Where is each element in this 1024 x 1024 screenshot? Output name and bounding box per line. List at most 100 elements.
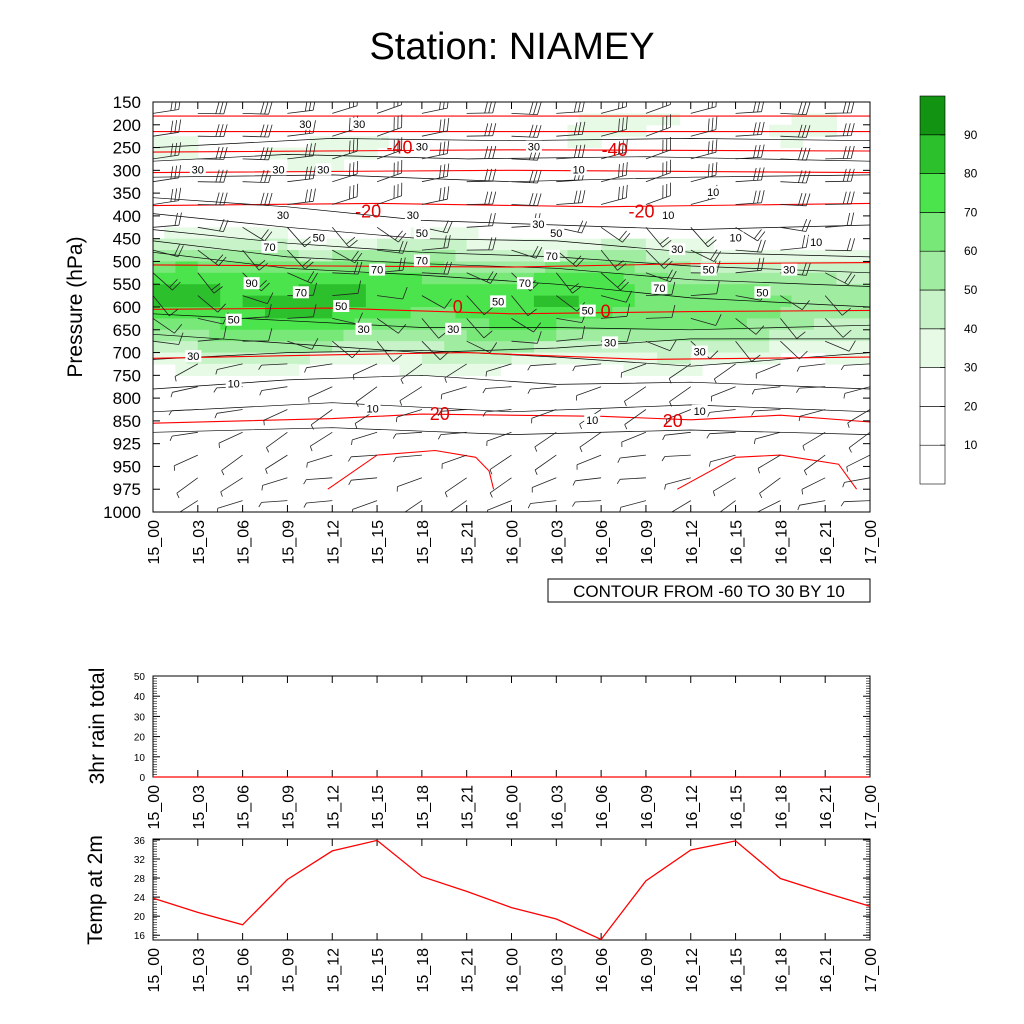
wind-barb bbox=[221, 454, 243, 476]
wind-barb bbox=[441, 454, 467, 469]
rh-cell bbox=[276, 295, 289, 308]
rh-cell bbox=[724, 284, 737, 297]
wind-barb bbox=[466, 271, 498, 284]
rh-cell bbox=[713, 307, 725, 319]
wind-barb bbox=[690, 314, 722, 326]
colorbar-label: 20 bbox=[964, 399, 978, 413]
temp-contour-line bbox=[327, 449, 495, 490]
rh-cell bbox=[545, 295, 557, 308]
rh-contour-label: 70 bbox=[546, 251, 558, 263]
rh-cell bbox=[164, 341, 176, 354]
rh-cell bbox=[668, 261, 681, 274]
wind-barb bbox=[466, 213, 496, 228]
x-tick-label: 15_15 bbox=[370, 785, 387, 830]
rh-cell bbox=[321, 250, 333, 263]
rh-cell bbox=[410, 318, 423, 331]
rh-cell bbox=[153, 284, 165, 297]
rh-cell bbox=[746, 250, 759, 263]
rh-cell bbox=[813, 250, 826, 263]
wind-barb bbox=[242, 292, 274, 304]
rh-cell bbox=[164, 318, 176, 331]
rh-cell bbox=[791, 261, 804, 274]
rh-cell bbox=[388, 307, 401, 319]
wind-barb bbox=[825, 191, 855, 205]
rh-cell bbox=[545, 318, 557, 331]
y-tick-label: 400 bbox=[113, 207, 141, 226]
rh-cell bbox=[645, 352, 658, 365]
rh-cell bbox=[746, 272, 759, 285]
rh-cell bbox=[253, 341, 266, 354]
rh-label-bg bbox=[660, 208, 677, 221]
rh-cell bbox=[253, 272, 266, 285]
rh-cell bbox=[556, 352, 569, 365]
rh-cell bbox=[713, 329, 725, 342]
rh-cell bbox=[623, 295, 636, 308]
rh-cell bbox=[780, 295, 793, 308]
rh-cell bbox=[209, 352, 221, 365]
rh-label-bg bbox=[275, 208, 291, 221]
rh-cell bbox=[321, 147, 333, 160]
rh-contour-line bbox=[153, 154, 870, 162]
rh-cell bbox=[265, 250, 277, 263]
rh-cell bbox=[511, 329, 524, 342]
rh-cell bbox=[197, 318, 210, 331]
rh-cell bbox=[197, 227, 210, 240]
rh-cell bbox=[769, 295, 781, 308]
temp-contour-label: -20 bbox=[628, 201, 654, 221]
rh-cell bbox=[668, 307, 681, 319]
colorbar-swatch bbox=[919, 173, 946, 213]
rh-cell bbox=[735, 272, 748, 285]
rh-cell bbox=[668, 295, 681, 308]
wind-barb bbox=[824, 318, 852, 338]
rh-cell bbox=[679, 307, 692, 319]
wind-barb bbox=[662, 431, 691, 441]
rh-cell bbox=[377, 318, 389, 331]
x-tick-label: 16_12 bbox=[684, 785, 701, 830]
y-tick-label: 36 bbox=[134, 836, 146, 847]
rh-cell bbox=[399, 329, 412, 342]
x-tick-label: 16_06 bbox=[594, 948, 611, 993]
wind-barb bbox=[258, 500, 288, 508]
wind-barb bbox=[690, 227, 717, 248]
rh-cell bbox=[332, 352, 345, 365]
y-tick-label: 700 bbox=[113, 344, 141, 363]
rh-cell bbox=[433, 318, 445, 331]
rh-cell bbox=[645, 113, 658, 126]
rh-contour-label: 10 bbox=[707, 187, 719, 199]
wind-barb bbox=[825, 238, 855, 252]
rh-cell bbox=[780, 318, 793, 331]
wind-barb bbox=[735, 226, 766, 242]
y-tick-label: 1000 bbox=[103, 503, 141, 522]
rh-cell bbox=[220, 250, 233, 263]
colorbar-swatch bbox=[919, 406, 946, 446]
rh-cell bbox=[858, 284, 870, 297]
rh-cell bbox=[399, 307, 412, 319]
rh-cell bbox=[847, 261, 860, 274]
x-tick-label: 15_15 bbox=[370, 948, 387, 993]
rh-cell bbox=[489, 329, 501, 342]
rh-cell bbox=[690, 318, 703, 331]
y-tick-label: 32 bbox=[134, 855, 146, 866]
wind-barb bbox=[756, 500, 781, 512]
rh-cell bbox=[388, 284, 401, 297]
rain-y-label: 3hr rain total bbox=[86, 668, 109, 785]
wind-barb bbox=[395, 409, 423, 423]
rh-cell bbox=[377, 329, 389, 342]
rh-cell bbox=[466, 352, 479, 365]
wind-barb bbox=[780, 295, 810, 311]
temp-frame bbox=[152, 838, 871, 941]
rh-cell bbox=[500, 329, 513, 342]
temp-axes: 16 20 24 28 32 36 15_00 15_03 15_06 15_09 15_12 15_… bbox=[134, 836, 880, 993]
rh-cell bbox=[813, 295, 826, 308]
wind-barb bbox=[377, 286, 408, 300]
wind-barb bbox=[556, 121, 586, 137]
temp-contour-line bbox=[153, 262, 870, 268]
wind-barb bbox=[531, 477, 557, 493]
wind-barb bbox=[576, 386, 602, 401]
rh-cell bbox=[701, 341, 714, 354]
rh-cell bbox=[455, 295, 468, 308]
wind-barb bbox=[332, 312, 363, 325]
rh-label-bg bbox=[413, 254, 430, 267]
colorbar-label: 80 bbox=[964, 167, 978, 181]
wind-barb bbox=[176, 477, 199, 499]
